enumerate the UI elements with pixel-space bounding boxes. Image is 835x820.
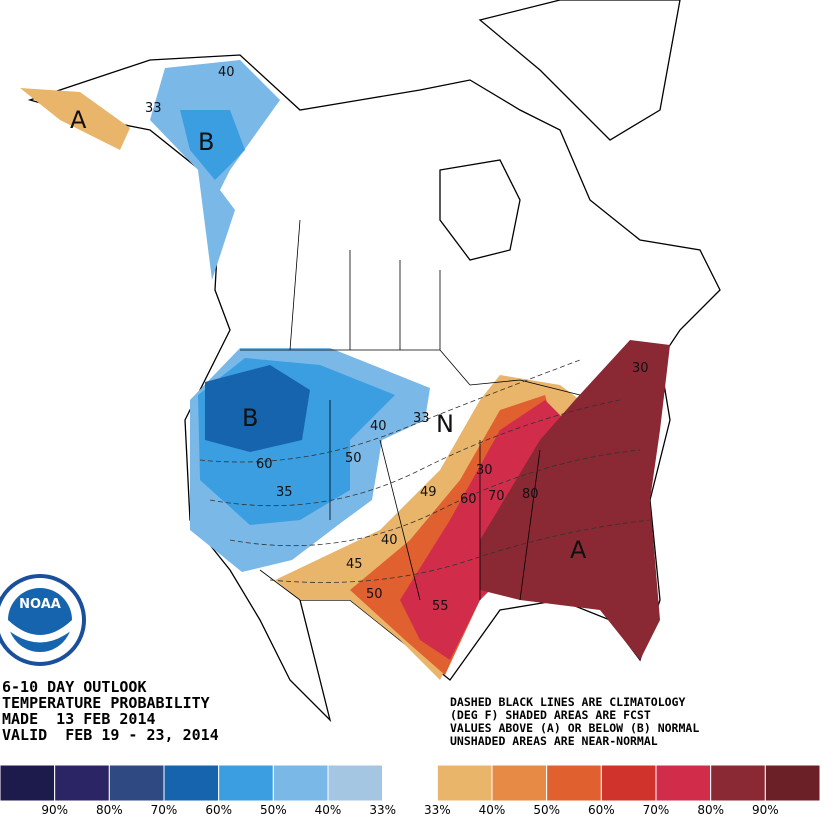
map-label: 33 xyxy=(145,101,162,116)
map-label: 80 xyxy=(522,487,539,502)
note-line: (DEG F) SHADED AREAS ARE FCST xyxy=(450,708,651,722)
legend-swatch xyxy=(272,764,329,802)
notes: DASHED BLACK LINES ARE CLIMATOLOGY (DEG … xyxy=(450,695,699,748)
legend-label: 40% xyxy=(479,803,506,817)
legend-label: 33% xyxy=(424,803,451,817)
map-label: 30 xyxy=(476,463,493,478)
map-label: 70 xyxy=(488,489,505,504)
note-line: DASHED BLACK LINES ARE CLIMATOLOGY xyxy=(450,695,685,709)
map-label: 40 xyxy=(370,419,387,434)
legend: 90% 80% 70% 60% 50% 40% 33% 33% 40% 50% 60% 70% 80% 9… xyxy=(0,764,821,817)
note-line: UNSHADED AREAS ARE NEAR-NORMAL xyxy=(450,734,658,748)
border xyxy=(240,219,581,601)
header-line: VALID FEB 19 - 23, 2014 xyxy=(2,726,219,744)
legend-swatch xyxy=(436,764,493,802)
legend-label: 50% xyxy=(533,803,560,817)
map-label: 60 xyxy=(460,492,477,507)
greenland xyxy=(478,0,681,141)
above-area xyxy=(480,340,670,660)
legend-swatch xyxy=(54,764,110,802)
legend-label: 40% xyxy=(315,803,342,817)
map-labels: B A B A N 40 50 60 35 33 40 33 30 40 45 … xyxy=(70,65,649,614)
legend-swatch xyxy=(655,764,712,802)
map-label: 40 xyxy=(218,65,235,80)
note-line: VALUES ABOVE (A) OR BELOW (B) NORMAL xyxy=(450,721,699,735)
header-line: MADE 13 FEB 2014 xyxy=(2,710,156,728)
legend-label: 80% xyxy=(96,803,123,817)
legend-label: 80% xyxy=(697,803,724,817)
legend-swatch xyxy=(710,764,766,802)
map-label: 40 xyxy=(381,533,398,548)
legend-label: 60% xyxy=(588,803,615,817)
map-label: A xyxy=(70,106,87,134)
legend-label: 50% xyxy=(260,803,287,817)
legend-swatch xyxy=(600,764,657,802)
climatology-line xyxy=(199,359,651,583)
noaa-logo: NOAA xyxy=(0,574,86,666)
map-label: B xyxy=(198,128,214,156)
map-label: B xyxy=(242,404,258,432)
legend-swatch xyxy=(764,764,821,802)
legend-swatch xyxy=(218,764,274,802)
map-label: 50 xyxy=(366,587,383,602)
above-area xyxy=(20,88,130,150)
legend-swatch xyxy=(163,764,220,802)
above-area xyxy=(400,400,565,660)
map-label: N xyxy=(436,410,454,438)
map-label: 49 xyxy=(420,485,437,500)
map-label: 60 xyxy=(256,457,273,472)
header: 6-10 DAY OUTLOOK TEMPERATURE PROBABILITY… xyxy=(2,678,219,744)
map-label: 55 xyxy=(432,599,449,614)
below-area xyxy=(180,110,245,180)
below-area xyxy=(205,365,310,452)
legend-swatch xyxy=(546,764,602,802)
legend-label: 70% xyxy=(151,803,178,817)
legend-label: 60% xyxy=(205,803,232,817)
map-label: 30 xyxy=(632,361,649,376)
hudson-bay xyxy=(439,159,521,261)
legend-swatch xyxy=(382,764,438,802)
map-label: A xyxy=(570,536,587,564)
legend-swatch xyxy=(108,764,165,802)
logo-text: NOAA xyxy=(19,597,61,612)
map-label: 33 xyxy=(413,411,430,426)
legend-label: 90% xyxy=(752,803,779,817)
legend-label: 70% xyxy=(643,803,670,817)
map-label: 50 xyxy=(345,451,362,466)
legend-swatch xyxy=(0,764,56,802)
map-label: 35 xyxy=(276,485,293,500)
header-line: 6-10 DAY OUTLOOK xyxy=(2,678,147,696)
legend-label: 90% xyxy=(41,803,68,817)
header-line: TEMPERATURE PROBABILITY xyxy=(2,694,210,712)
legend-swatch xyxy=(491,764,548,802)
map-label: 45 xyxy=(346,557,363,572)
legend-label: 33% xyxy=(369,803,396,817)
legend-swatch xyxy=(327,764,384,802)
